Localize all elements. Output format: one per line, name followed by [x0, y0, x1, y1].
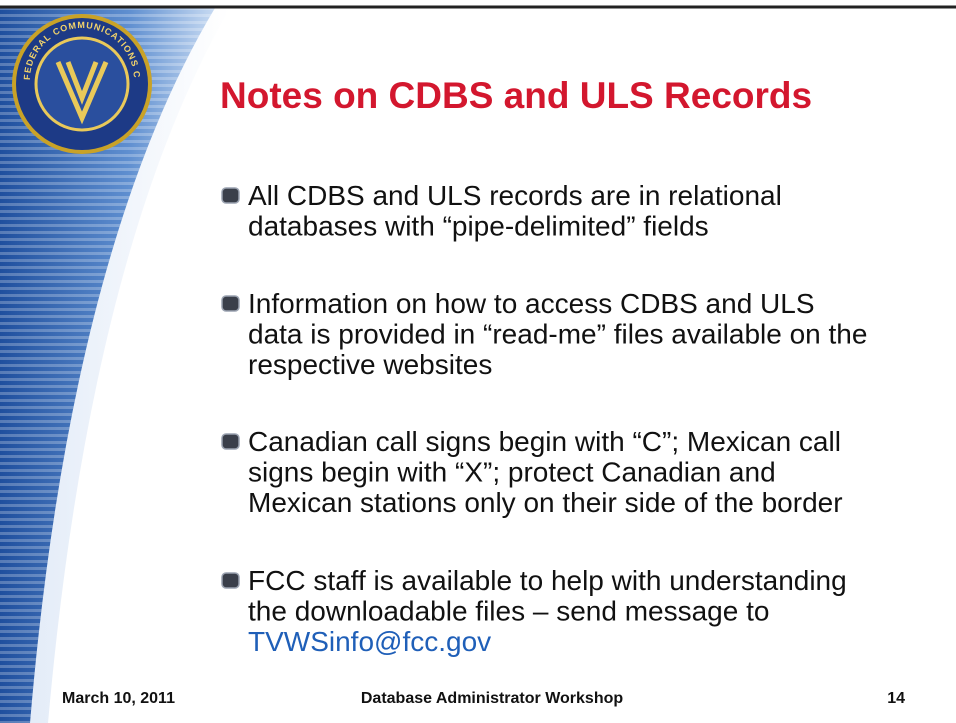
bullet-line: Mexican stations only on their side of t… [248, 487, 843, 518]
bullet-line: Canadian call signs begin with “C”; Mexi… [248, 426, 841, 457]
email-link: TVWSinfo@fcc.gov [248, 626, 491, 657]
bullet-line: data is provided in “read-me” files avai… [248, 319, 867, 350]
footer-date: March 10, 2011 [62, 690, 175, 707]
bullet-line: All CDBS and ULS records are in relation… [248, 180, 782, 211]
band-stripes [0, 8, 215, 723]
bullet-line: the downloadable files – send message to [248, 596, 769, 627]
bullet-marker [221, 572, 240, 589]
footer-page: 14 [887, 690, 905, 707]
bullet-line: databases with “pipe-delimited” fields [248, 211, 709, 242]
bullet-line: signs begin with “X”; protect Canadian a… [248, 457, 776, 488]
bullet-marker [221, 187, 240, 204]
slide-title: Notes on CDBS and ULS Records [220, 75, 812, 116]
seal-center [34, 36, 130, 132]
seal-emblem [55, 61, 109, 125]
footer-event: Database Administrator Workshop [361, 690, 624, 707]
bullet-list: All CDBS and ULS records are in relation… [221, 180, 867, 657]
bullet-marker [221, 433, 240, 450]
bullet-line: Information on how to access CDBS and UL… [248, 288, 815, 319]
bullet-line: FCC staff is available to help with unde… [248, 565, 847, 596]
bullet-line: respective websites [248, 349, 492, 380]
bullet-marker [221, 295, 240, 312]
